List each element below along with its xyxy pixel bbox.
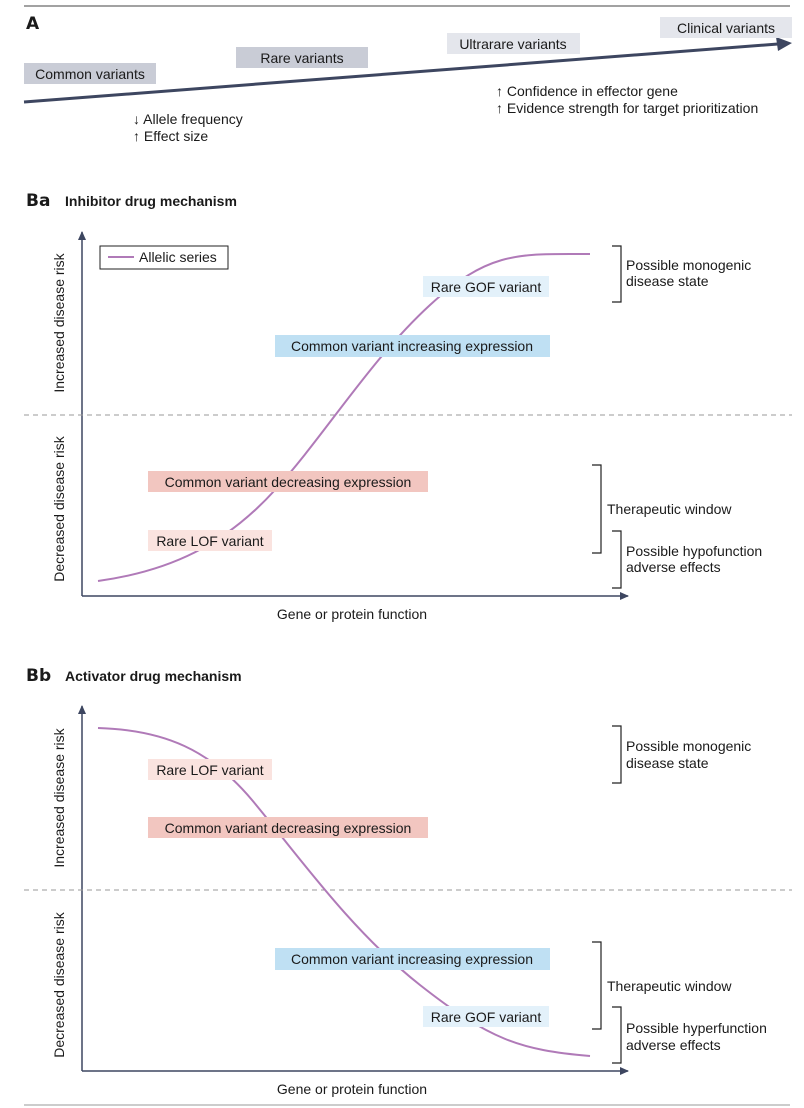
bb-adverse-bracket xyxy=(612,1006,622,1064)
bb-monogenic-line2: disease state xyxy=(626,755,709,771)
bb-y-label-increased: Increased disease risk xyxy=(51,727,67,867)
note-confidence: ↑ Confidence in effector gene xyxy=(496,83,678,99)
bb-x-label: Gene or protein function xyxy=(277,1081,427,1097)
bb-common-increase-box xyxy=(275,948,550,970)
stage-box-common xyxy=(24,63,156,84)
ba-common-decrease-label: Common variant decreasing expression xyxy=(165,474,412,490)
ba-y-label-increased: Increased disease risk xyxy=(51,252,67,392)
bb-common-decrease-label: Common variant decreasing expression xyxy=(165,820,412,836)
ba-allelic-series-curve xyxy=(97,252,591,582)
note-effect-size: ↑ Effect size xyxy=(133,128,208,144)
ba-rare-gof-label: Rare GOF variant xyxy=(431,279,542,295)
bb-common-decrease-box xyxy=(148,817,428,838)
ba-rare-lof-box xyxy=(148,530,272,551)
bb-window-label: Therapeutic window xyxy=(607,978,732,994)
ba-window-bracket xyxy=(592,464,602,554)
ba-x-label: Gene or protein function xyxy=(277,606,427,622)
panel-a: A Common variants Rare variants Ultrarar… xyxy=(23,14,792,144)
bb-common-increase-label: Common variant increasing expression xyxy=(291,951,533,967)
stage-label-ultrarare: Ultrarare variants xyxy=(459,36,566,52)
panel-bb-title: Activator drug mechanism xyxy=(65,668,242,684)
stage-box-clinical xyxy=(660,17,792,38)
ba-y-label-decreased: Decreased disease risk xyxy=(51,435,67,582)
ba-common-increase-box xyxy=(275,335,550,357)
ba-monogenic-bracket xyxy=(612,245,622,303)
ba-common-decrease-box xyxy=(148,471,428,492)
ba-adverse-line2: adverse effects xyxy=(626,559,721,575)
ba-adverse-line1: Possible hypofunction xyxy=(626,543,762,559)
ba-rare-lof-label: Rare LOF variant xyxy=(156,533,263,549)
panel-ba-letter: Ba xyxy=(26,191,50,211)
bb-monogenic-bracket xyxy=(612,725,622,784)
ba-adverse-bracket xyxy=(612,530,622,589)
ba-common-increase-label: Common variant increasing expression xyxy=(291,338,533,354)
bb-rare-gof-box xyxy=(423,1006,549,1027)
variant-gradient-arrowhead xyxy=(776,37,792,51)
variant-gradient-arrow xyxy=(23,42,779,104)
bb-adverse-line1: Possible hyperfunction xyxy=(626,1020,767,1036)
bb-rare-lof-label: Rare LOF variant xyxy=(156,762,263,778)
stage-box-ultrarare xyxy=(447,33,580,54)
bb-window-bracket xyxy=(592,941,602,1030)
ba-monogenic-line1: Possible monogenic xyxy=(626,257,751,273)
bb-monogenic-line1: Possible monogenic xyxy=(626,738,751,754)
note-evidence: ↑ Evidence strength for target prioritiz… xyxy=(496,100,758,116)
panel-ba-title: Inhibitor drug mechanism xyxy=(65,193,237,209)
bb-adverse-line2: adverse effects xyxy=(626,1037,721,1053)
stage-box-rare xyxy=(236,47,368,68)
panel-ba: Ba Inhibitor drug mechanism Allelic seri… xyxy=(24,191,792,622)
note-allele-frequency: ↓ Allele frequency xyxy=(133,111,243,127)
stage-label-clinical: Clinical variants xyxy=(677,20,775,36)
stage-label-common: Common variants xyxy=(35,66,145,82)
panel-bb: Bb Activator drug mechanism Rare LOF var… xyxy=(24,666,792,1097)
ba-rare-gof-box xyxy=(423,276,549,297)
stage-label-rare: Rare variants xyxy=(260,50,343,66)
ba-legend-box xyxy=(99,245,229,270)
ba-window-label: Therapeutic window xyxy=(607,501,732,517)
bb-rare-lof-box xyxy=(148,759,272,780)
panel-bb-letter: Bb xyxy=(26,666,51,686)
bb-y-label-decreased: Decreased disease risk xyxy=(51,911,67,1058)
ba-monogenic-line2: disease state xyxy=(626,273,709,289)
bb-rare-gof-label: Rare GOF variant xyxy=(431,1009,542,1025)
bb-allelic-series-curve xyxy=(97,727,591,1057)
ba-legend-label: Allelic series xyxy=(139,249,217,265)
panel-a-letter: A xyxy=(26,14,40,34)
